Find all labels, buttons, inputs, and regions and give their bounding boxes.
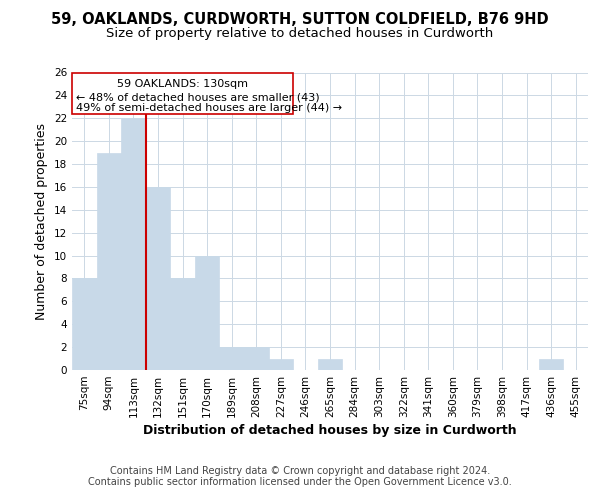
- Bar: [72, 278, 97, 370]
- Text: 49% of semi-detached houses are larger (44) →: 49% of semi-detached houses are larger (…: [76, 104, 342, 114]
- FancyBboxPatch shape: [72, 72, 293, 114]
- Bar: [195, 256, 220, 370]
- Bar: [146, 187, 170, 370]
- Bar: [269, 358, 293, 370]
- Bar: [170, 278, 195, 370]
- Bar: [539, 358, 563, 370]
- Bar: [220, 347, 244, 370]
- Text: ← 48% of detached houses are smaller (43): ← 48% of detached houses are smaller (43…: [76, 92, 319, 102]
- Text: Contains public sector information licensed under the Open Government Licence v3: Contains public sector information licen…: [88, 477, 512, 487]
- Text: Size of property relative to detached houses in Curdworth: Size of property relative to detached ho…: [106, 28, 494, 40]
- Bar: [244, 347, 269, 370]
- Bar: [121, 118, 146, 370]
- Text: Contains HM Land Registry data © Crown copyright and database right 2024.: Contains HM Land Registry data © Crown c…: [110, 466, 490, 476]
- Text: 59 OAKLANDS: 130sqm: 59 OAKLANDS: 130sqm: [117, 79, 248, 89]
- Bar: [97, 152, 121, 370]
- X-axis label: Distribution of detached houses by size in Curdworth: Distribution of detached houses by size …: [143, 424, 517, 437]
- Text: 59, OAKLANDS, CURDWORTH, SUTTON COLDFIELD, B76 9HD: 59, OAKLANDS, CURDWORTH, SUTTON COLDFIEL…: [51, 12, 549, 28]
- Bar: [318, 358, 342, 370]
- Y-axis label: Number of detached properties: Number of detached properties: [35, 122, 49, 320]
